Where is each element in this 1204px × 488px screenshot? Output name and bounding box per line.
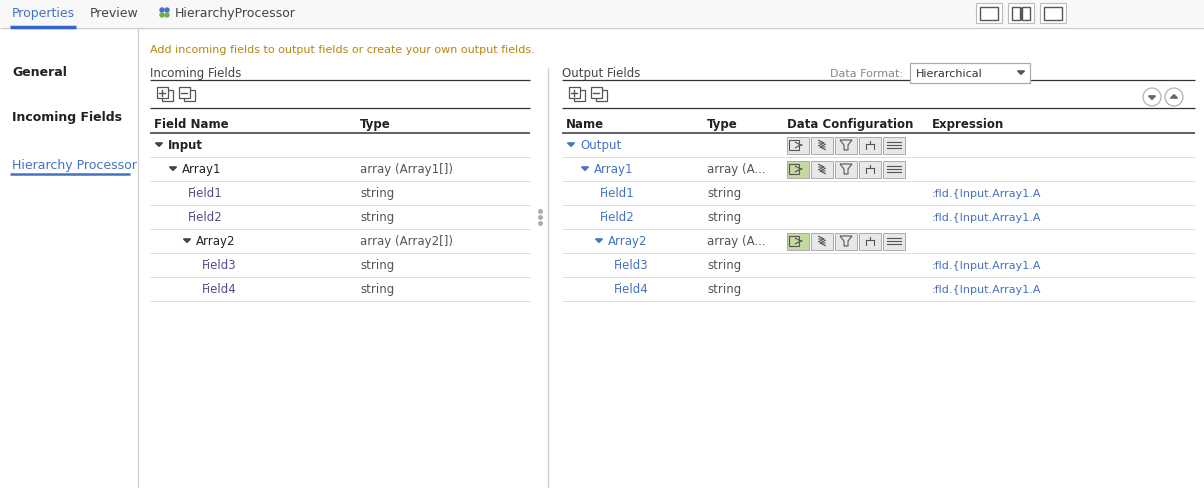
Bar [1013,8,1020,21]
Text: Field3: Field3 [202,259,237,272]
Polygon shape [582,167,589,171]
Bar [811,161,833,178]
Text: Field3: Field3 [614,259,649,272]
Bar [910,64,1029,84]
Bar [976,4,1002,24]
Text: Properties: Properties [12,7,75,20]
Text: Output: Output [580,139,621,152]
Text: array (Array2[]): array (Array2[]) [360,235,453,248]
Polygon shape [567,143,574,147]
Polygon shape [155,143,163,147]
Circle shape [1143,89,1161,107]
Bar [591,88,602,99]
Text: HierarchyProcessor: HierarchyProcessor [175,7,296,20]
Text: Field2: Field2 [600,211,635,224]
Polygon shape [1017,72,1025,75]
Polygon shape [183,240,190,243]
Text: Output Fields: Output Fields [562,67,641,81]
Bar [596,91,607,102]
Circle shape [1165,89,1184,107]
Circle shape [160,9,164,13]
Text: string: string [360,283,394,296]
Text: string: string [360,187,394,200]
Text: string: string [707,283,742,296]
Text: Type: Type [360,118,391,131]
Circle shape [165,14,169,18]
Bar [787,137,809,154]
Bar [811,137,833,154]
Bar [163,91,173,102]
Text: :fld.{Input.Array1.A: :fld.{Input.Array1.A [932,189,1041,199]
Bar [789,164,799,175]
Bar [789,141,799,151]
Text: string: string [360,211,394,224]
Bar [883,233,905,250]
Text: :fld.{Input.Array1.A: :fld.{Input.Array1.A [932,213,1041,223]
Bar [789,237,799,246]
Polygon shape [170,167,177,171]
Text: Array1: Array1 [594,163,633,176]
Text: string: string [707,211,742,224]
Text: Hierarchical: Hierarchical [916,69,982,79]
Circle shape [165,9,169,13]
Text: Field Name: Field Name [154,118,229,131]
Polygon shape [596,240,602,243]
Bar [1022,8,1029,21]
Bar [179,88,190,99]
Text: Field2: Field2 [188,211,223,224]
Bar [836,161,857,178]
Bar [883,137,905,154]
Text: Array1: Array1 [182,163,222,176]
Text: Data Configuration: Data Configuration [787,118,914,131]
Text: string: string [707,259,742,272]
Bar [787,161,809,178]
Text: Array2: Array2 [196,235,236,248]
Text: Data Format:: Data Format: [830,69,903,79]
Text: array (A...: array (A... [707,235,766,248]
Text: Incoming Fields: Incoming Fields [150,67,241,81]
Bar [811,233,833,250]
Text: Add incoming fields to output fields or create your own output fields.: Add incoming fields to output fields or … [150,45,535,55]
Polygon shape [1149,97,1156,100]
Bar [157,88,169,99]
Text: Preview: Preview [90,7,138,20]
Bar [574,91,585,102]
Bar [858,161,881,178]
Text: Incoming Fields: Incoming Fields [12,111,122,124]
Bar [184,91,195,102]
Bar [1008,4,1034,24]
Bar [836,233,857,250]
Text: Name: Name [566,118,604,131]
Text: Input: Input [169,139,203,152]
Text: Hierarchy Processor: Hierarchy Processor [12,159,137,172]
Bar [858,233,881,250]
Text: array (Array1[]): array (Array1[]) [360,163,453,176]
Text: string: string [360,259,394,272]
Text: Field1: Field1 [188,187,223,200]
Polygon shape [1170,96,1178,99]
Bar [1044,8,1062,21]
Bar [858,137,881,154]
Bar [980,8,998,21]
Bar [1040,4,1066,24]
Text: Field4: Field4 [202,283,237,296]
Bar [0,0,1204,28]
Text: Field4: Field4 [614,283,649,296]
Bar [787,233,809,250]
Text: Type: Type [707,118,738,131]
Circle shape [160,14,164,18]
Text: Array2: Array2 [608,235,648,248]
Bar [569,88,580,99]
Text: string: string [707,187,742,200]
Text: General: General [12,66,67,80]
Text: :fld.{Input.Array1.A: :fld.{Input.Array1.A [932,261,1041,270]
Text: :fld.{Input.Array1.A: :fld.{Input.Array1.A [932,285,1041,294]
Text: array (A...: array (A... [707,163,766,176]
Text: Field1: Field1 [600,187,635,200]
Bar [836,137,857,154]
Text: Expression: Expression [932,118,1004,131]
Bar [883,161,905,178]
